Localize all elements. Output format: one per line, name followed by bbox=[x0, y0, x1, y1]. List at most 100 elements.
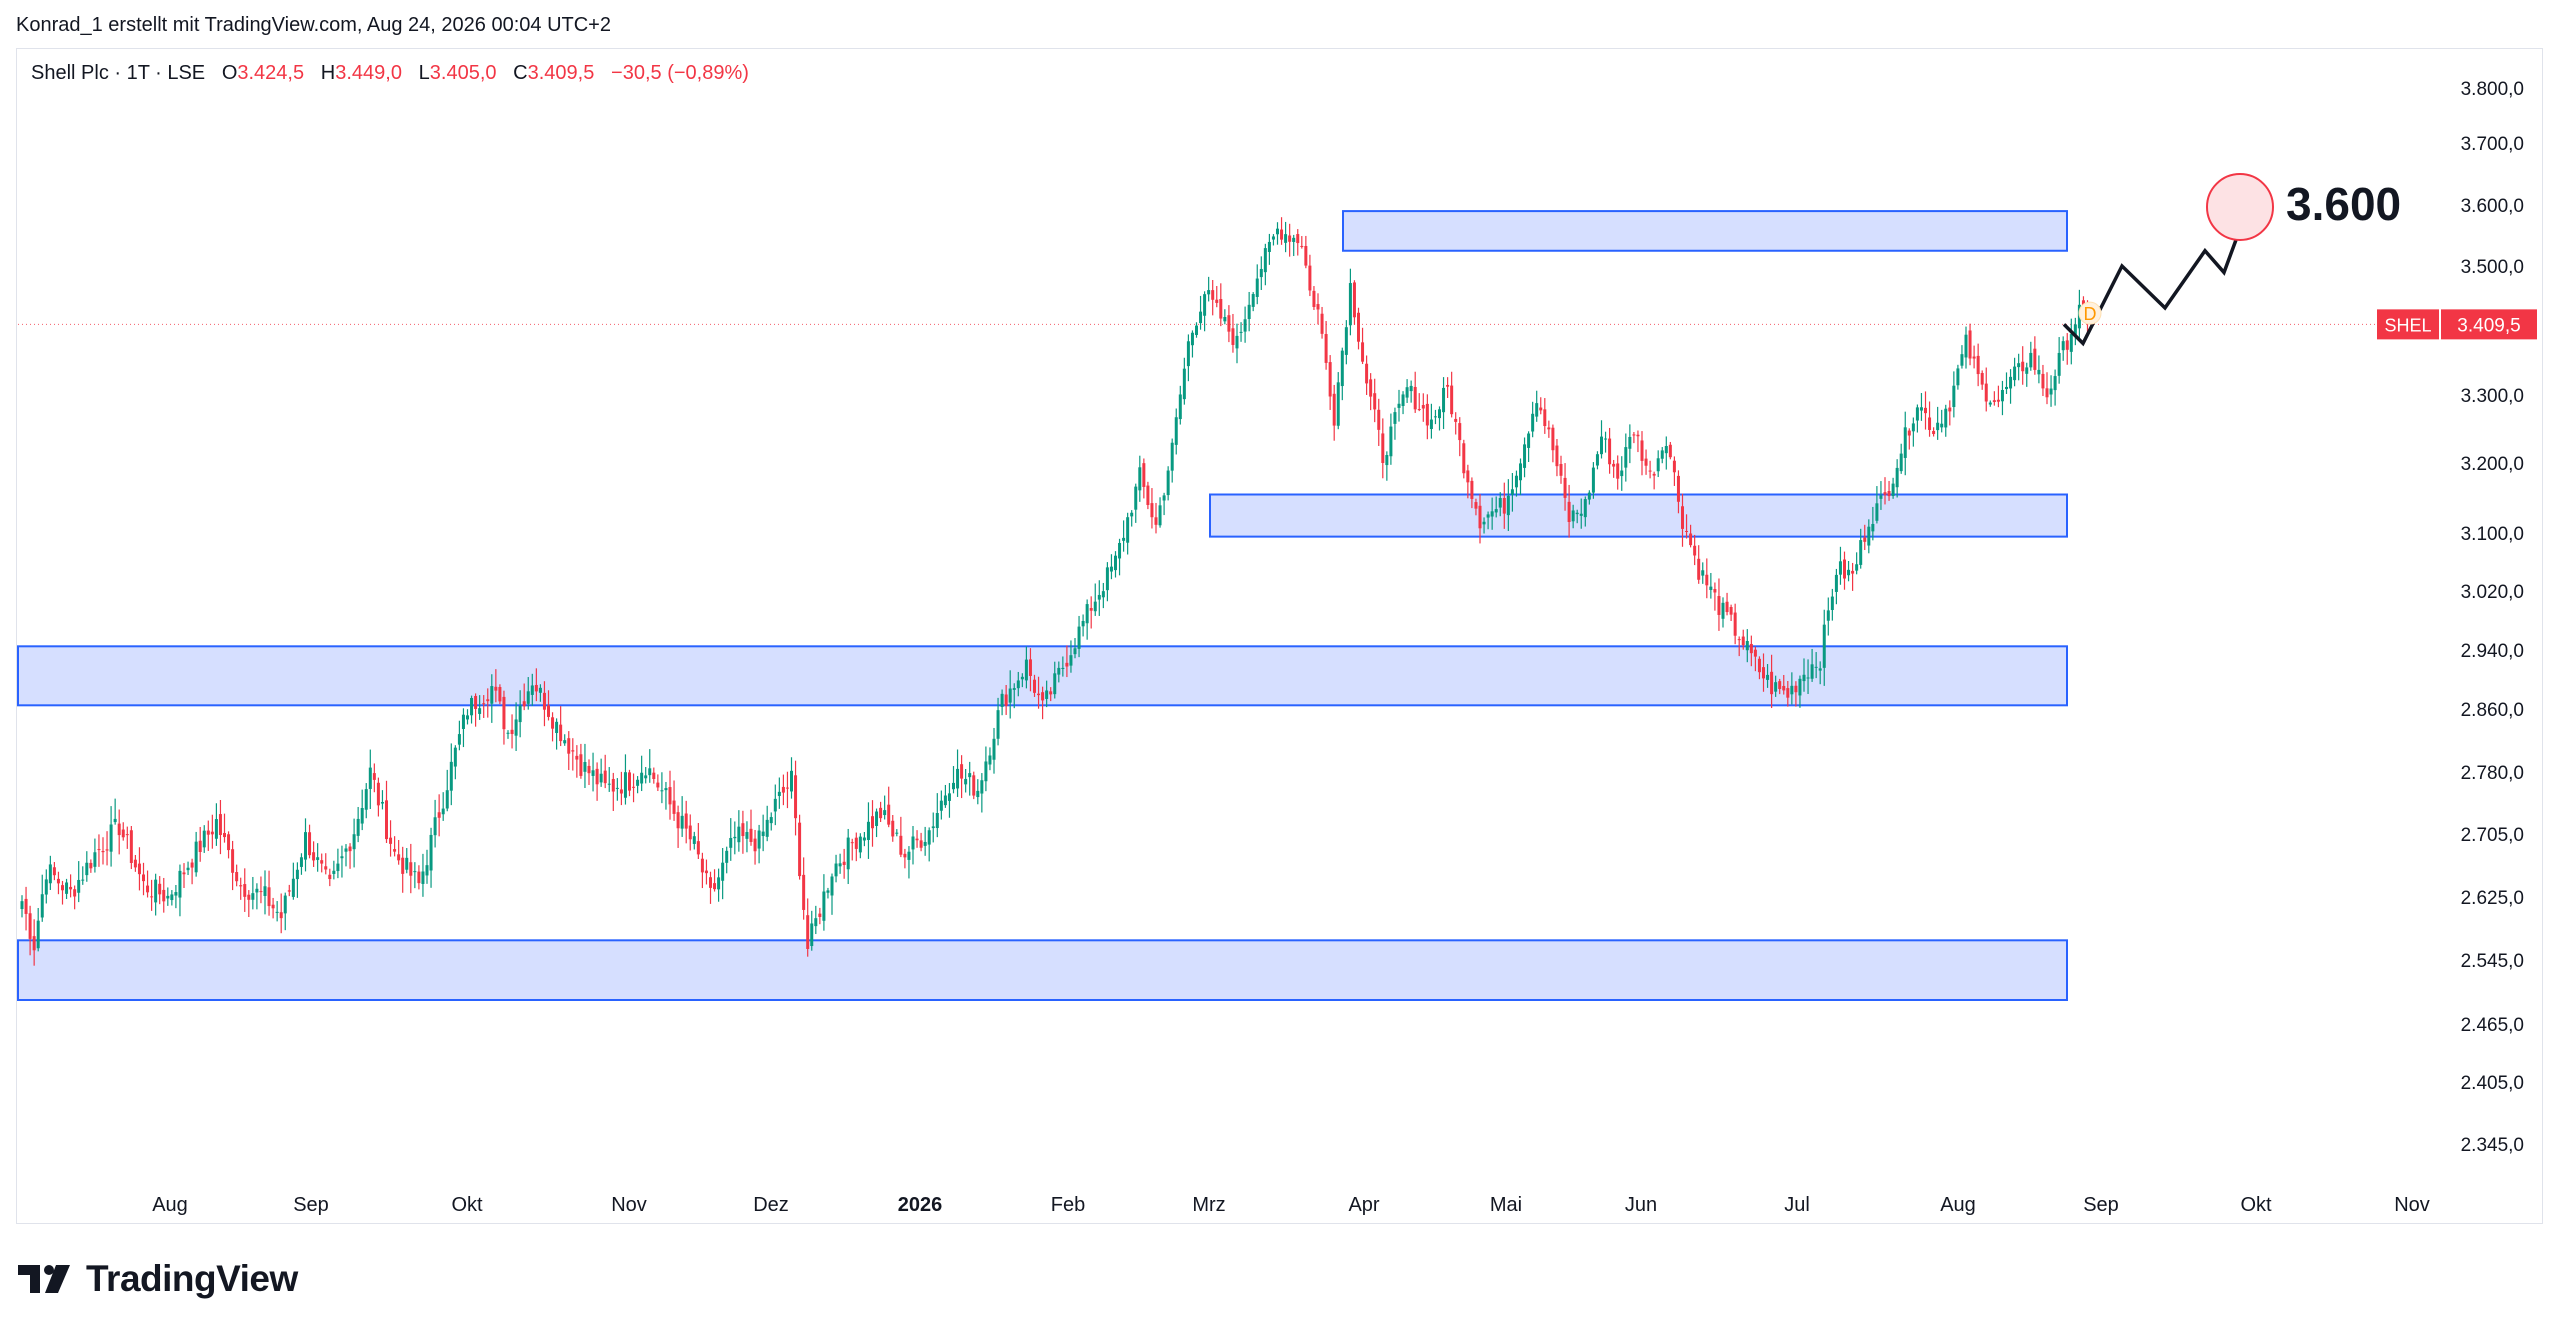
candle-body bbox=[1146, 485, 1150, 505]
candle-body bbox=[1357, 312, 1360, 342]
candle-body bbox=[1105, 567, 1109, 591]
chart-frame bbox=[16, 48, 2543, 1224]
candle-body bbox=[1458, 423, 1462, 441]
candle-body bbox=[838, 863, 842, 867]
candle-body bbox=[895, 832, 899, 834]
candle-body bbox=[478, 708, 482, 714]
tradingview-brand[interactable]: TradingView bbox=[18, 1258, 298, 1300]
candle-body bbox=[437, 812, 441, 818]
candle-body bbox=[1085, 604, 1089, 624]
candle-body bbox=[875, 811, 879, 826]
candle-body bbox=[239, 885, 243, 887]
candle-body bbox=[652, 772, 656, 780]
candle-body bbox=[405, 857, 409, 870]
candle-body bbox=[919, 840, 923, 848]
symbol-badge bbox=[2377, 309, 2439, 340]
candle-body bbox=[1713, 589, 1717, 593]
candle-body bbox=[336, 863, 340, 872]
candle-body bbox=[814, 918, 818, 927]
candle-body bbox=[1446, 384, 1450, 387]
candle-body bbox=[1887, 490, 1891, 497]
candle-body bbox=[1409, 385, 1413, 392]
candle-body bbox=[65, 882, 69, 894]
candle-body bbox=[1766, 674, 1770, 680]
candle-body bbox=[2045, 388, 2049, 398]
candle-body bbox=[1595, 454, 1599, 466]
candle-body bbox=[1753, 649, 1757, 657]
candle-body bbox=[227, 834, 231, 851]
candle-body bbox=[28, 913, 32, 939]
candle-body bbox=[198, 840, 202, 852]
x-tick-label: Mai bbox=[1490, 1194, 1522, 1216]
candle-body bbox=[1875, 503, 1879, 521]
candle-body bbox=[628, 772, 631, 791]
candle-body bbox=[777, 791, 781, 796]
candle-body bbox=[449, 761, 453, 791]
candle-body bbox=[956, 768, 960, 789]
candle-body bbox=[623, 772, 627, 798]
candle-body bbox=[696, 841, 700, 855]
candle-body bbox=[1336, 382, 1340, 426]
candle-body bbox=[2057, 352, 2061, 376]
candle-body bbox=[2065, 340, 2069, 350]
candle-body bbox=[947, 793, 951, 801]
candle-body bbox=[1057, 667, 1061, 675]
candle-body bbox=[1741, 636, 1745, 646]
candle-body bbox=[1871, 523, 1875, 532]
candle-body bbox=[97, 849, 101, 851]
candle-body bbox=[862, 837, 866, 841]
y-tick-label: 3.200,0 bbox=[2461, 454, 2524, 475]
candle-body bbox=[372, 773, 376, 780]
candle-body bbox=[1097, 594, 1101, 600]
candle-body bbox=[1109, 566, 1113, 572]
candle-body bbox=[587, 765, 591, 774]
candle-body bbox=[162, 889, 166, 902]
candle-body bbox=[1527, 433, 1531, 448]
legend-low-value: 3.405,0 bbox=[429, 62, 497, 84]
candle-body bbox=[190, 862, 194, 868]
candle-body bbox=[1162, 495, 1166, 501]
candle-body bbox=[1632, 434, 1636, 436]
candle-body bbox=[1895, 467, 1899, 488]
candle-body bbox=[1648, 470, 1652, 472]
y-tick-label: 2.545,0 bbox=[2461, 951, 2524, 972]
candle-body bbox=[943, 795, 947, 806]
candle-body bbox=[121, 829, 125, 838]
candle-body bbox=[664, 788, 668, 791]
legend-low-label: L bbox=[418, 62, 430, 84]
candle-body bbox=[1806, 677, 1810, 679]
candle-body bbox=[1672, 460, 1676, 473]
candle-body bbox=[1069, 655, 1073, 666]
candle-body bbox=[1571, 510, 1575, 522]
candle-body bbox=[502, 696, 506, 730]
candle-body bbox=[858, 836, 862, 853]
candle-body bbox=[1883, 492, 1887, 495]
candle-body bbox=[769, 817, 773, 824]
candle-body bbox=[1397, 403, 1401, 408]
x-tick-label: Apr bbox=[1348, 1194, 1379, 1216]
candle-body bbox=[425, 865, 429, 876]
candle-body bbox=[1385, 455, 1389, 466]
candle-body bbox=[1255, 278, 1259, 297]
candle-body bbox=[822, 891, 826, 921]
candle-body bbox=[470, 697, 474, 716]
candle-body bbox=[992, 738, 996, 760]
candle-body bbox=[1073, 648, 1077, 655]
candle-body bbox=[1259, 268, 1263, 278]
candle-body bbox=[1859, 540, 1863, 565]
candle-body bbox=[1474, 502, 1478, 509]
candle-body bbox=[1296, 234, 1300, 244]
candle-body bbox=[632, 786, 636, 788]
candle-body bbox=[1891, 483, 1895, 496]
candle-body bbox=[1150, 503, 1154, 518]
candle-body bbox=[887, 804, 891, 825]
candle-body bbox=[1737, 639, 1741, 641]
candle-body bbox=[692, 836, 696, 844]
candle-body bbox=[1421, 405, 1425, 409]
candle-body bbox=[1442, 387, 1446, 413]
candle-body bbox=[745, 832, 749, 839]
candle-body bbox=[154, 879, 158, 903]
candle-body bbox=[259, 891, 263, 893]
candle-body bbox=[1486, 514, 1490, 518]
